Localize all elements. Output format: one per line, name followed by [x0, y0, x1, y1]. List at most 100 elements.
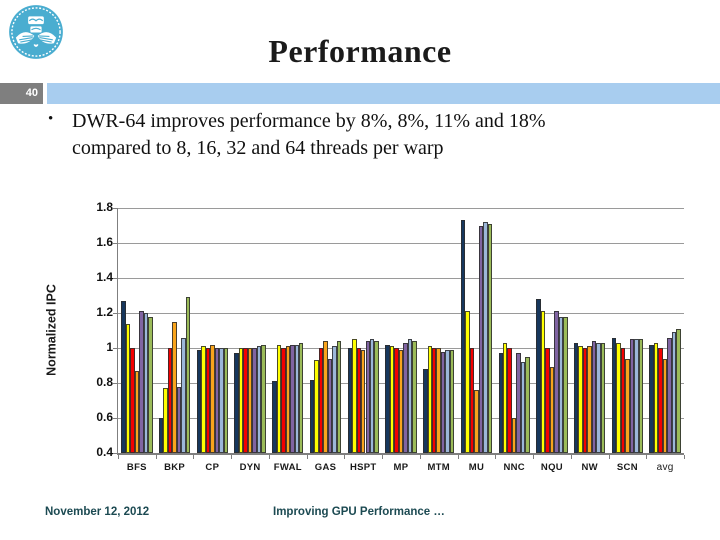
x-tick-mark	[231, 455, 232, 459]
page-number: 40	[25, 87, 38, 99]
bar-orange	[134, 370, 140, 453]
bar-yellow	[503, 342, 508, 453]
bar-yellow	[578, 346, 583, 453]
bar-dark-navy	[272, 381, 277, 453]
bar-green	[449, 349, 455, 453]
x-category-label: CP	[205, 462, 220, 473]
bar-green	[563, 316, 568, 453]
bar-purple	[365, 341, 370, 453]
bar-green	[374, 341, 379, 453]
bar-dark-navy	[121, 300, 126, 453]
bar-green	[487, 223, 493, 453]
bar-light-blue	[369, 339, 375, 453]
bar-red	[545, 348, 550, 453]
bar-green	[600, 342, 606, 453]
bullet-item: • DWR-64 improves performance by 8%, 8%,…	[48, 108, 648, 161]
bar-light-blue	[332, 346, 337, 453]
x-tick-mark	[533, 455, 534, 459]
x-tick-mark	[684, 455, 685, 459]
bullet-text: DWR-64 improves performance by 8%, 8%, 1…	[72, 108, 648, 161]
bar-green	[261, 344, 266, 453]
page-number-badge: 40	[0, 83, 43, 104]
bullet-line-2: compared to 8, 16, 32 and 64 threads per…	[72, 136, 444, 159]
y-tick-label: 1.2	[96, 305, 113, 319]
bar-yellow	[465, 311, 470, 453]
bar-yellow	[125, 323, 131, 453]
bullet-line-1: DWR-64 improves performance by 8%, 8%, 1…	[72, 110, 546, 132]
bar-orange	[172, 321, 177, 453]
bar-yellow	[427, 346, 433, 453]
bar-purple	[139, 311, 144, 453]
bar-dark-navy	[536, 299, 541, 453]
bar-red	[281, 348, 286, 453]
bar-orange	[587, 346, 592, 453]
x-category-label: MU	[468, 462, 485, 473]
x-category-label: MP	[393, 462, 409, 473]
bar-orange	[549, 367, 555, 453]
bar-red	[469, 348, 475, 453]
footer-title: Improving GPU Performance …	[273, 506, 445, 518]
bar-dark-navy	[423, 369, 428, 453]
bar-purple	[327, 358, 333, 453]
bar-yellow	[389, 346, 395, 453]
bar-purple	[403, 342, 408, 453]
bar-yellow	[163, 388, 168, 453]
x-category-label: HSPT	[349, 462, 377, 473]
x-category-label: NNC	[503, 462, 525, 473]
bar-dark-navy	[309, 379, 315, 453]
gridline	[118, 208, 684, 209]
bar-light-blue	[483, 222, 488, 453]
bar-green	[525, 356, 530, 453]
x-tick-mark	[156, 455, 157, 459]
bar-orange	[323, 341, 328, 453]
x-tick-mark	[458, 455, 459, 459]
bar-light-blue	[407, 339, 413, 453]
bar-purple	[290, 344, 295, 453]
bar-orange	[210, 344, 215, 453]
bar-red	[356, 348, 362, 453]
x-category-label: MTM	[427, 462, 450, 473]
bar-light-blue	[596, 342, 601, 453]
bar-orange	[247, 348, 253, 453]
bar-dark-navy	[611, 337, 617, 453]
x-tick-mark	[646, 455, 647, 459]
bar-orange	[511, 418, 517, 453]
x-category-label: SCN	[616, 462, 638, 473]
x-category-label: FWAL	[273, 462, 302, 473]
bar-light-blue	[558, 316, 564, 453]
bar-purple	[516, 353, 521, 453]
bar-purple	[252, 348, 257, 453]
y-tick-mark	[113, 453, 118, 454]
x-tick-mark	[495, 455, 496, 459]
bar-orange	[474, 390, 479, 453]
bar-green	[676, 328, 681, 453]
bar-dark-navy	[498, 353, 503, 453]
y-tick-mark	[113, 208, 118, 209]
x-tick-mark	[118, 455, 119, 459]
bar-purple	[440, 351, 446, 453]
bar-purple	[478, 225, 484, 453]
bar-green	[336, 341, 342, 453]
y-tick-label: 1.6	[96, 235, 113, 249]
y-tick-mark	[113, 383, 118, 384]
university-logo	[8, 4, 64, 60]
x-tick-mark	[307, 455, 308, 459]
y-tick-mark	[113, 313, 118, 314]
bar-red	[582, 348, 588, 453]
x-tick-mark	[571, 455, 572, 459]
x-category-label: GAS	[314, 462, 337, 473]
bar-orange	[625, 358, 630, 453]
x-tick-mark	[193, 455, 194, 459]
bar-purple	[629, 339, 635, 453]
bar-dark-navy	[385, 344, 390, 453]
x-tick-mark	[344, 455, 345, 459]
x-category-label: BFS	[126, 462, 147, 473]
footer-date: November 12, 2012	[45, 506, 150, 518]
bar-orange	[436, 348, 441, 453]
x-category-label: avg	[656, 462, 674, 473]
bar-red	[318, 348, 324, 453]
bar-dark-navy	[347, 348, 353, 453]
bar-dark-navy	[196, 349, 202, 453]
university-seal-icon	[9, 5, 63, 59]
